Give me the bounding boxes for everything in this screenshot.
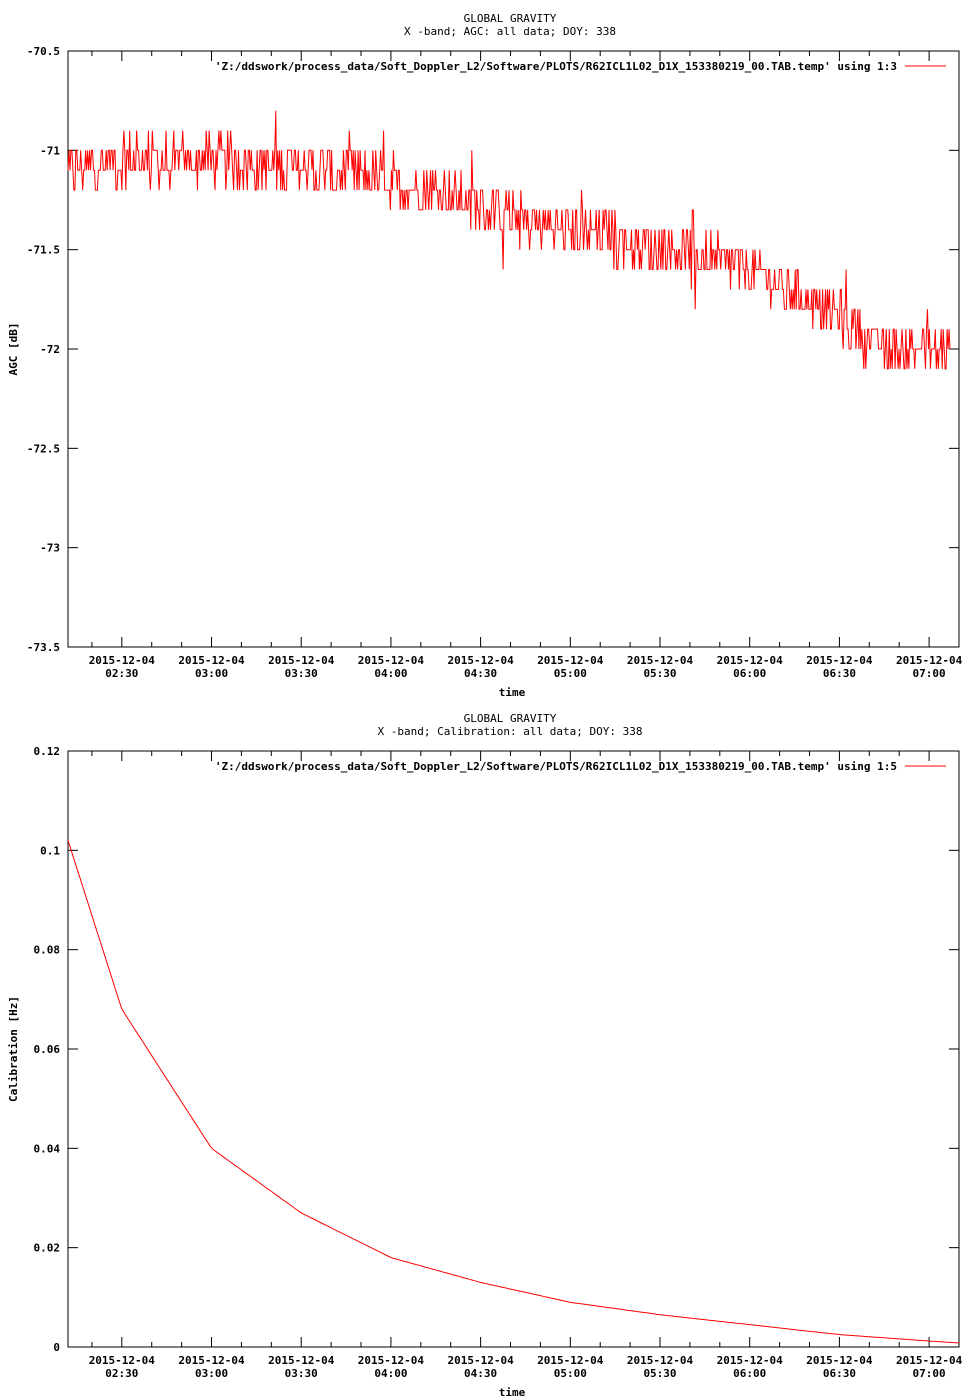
y-tick-label: 0.02 xyxy=(34,1242,61,1255)
x-tick-date: 2015-12-04 xyxy=(806,654,873,667)
y-tick-label: 0.06 xyxy=(34,1043,61,1056)
chart-subtitle: X -band; Calibration: all data; DOY: 338 xyxy=(378,725,643,738)
y-tick-label: 0.12 xyxy=(34,745,61,758)
x-tick-time: 03:30 xyxy=(285,1367,318,1380)
chart-title: GLOBAL GRAVITY xyxy=(464,712,557,725)
x-tick-time: 06:00 xyxy=(733,667,766,680)
x-axis-label: time xyxy=(499,1386,526,1399)
y-tick-label: -71.5 xyxy=(27,244,60,257)
legend-label: 'Z:/ddswork/process_data/Soft_Doppler_L2… xyxy=(215,60,897,73)
x-tick-date: 2015-12-04 xyxy=(358,1354,425,1367)
x-tick-time: 03:00 xyxy=(195,1367,228,1380)
y-tick-label: -71 xyxy=(40,144,60,157)
x-tick-date: 2015-12-04 xyxy=(447,1354,514,1367)
x-tick-time: 05:00 xyxy=(554,1367,587,1380)
x-tick-date: 2015-12-04 xyxy=(89,654,156,667)
x-tick-time: 05:00 xyxy=(554,667,587,680)
x-tick-time: 03:30 xyxy=(285,667,318,680)
x-tick-time: 02:30 xyxy=(105,1367,138,1380)
x-tick-time: 05:30 xyxy=(643,667,676,680)
x-tick-date: 2015-12-04 xyxy=(268,1354,335,1367)
y-tick-label: 0 xyxy=(53,1341,60,1354)
chart-title: GLOBAL GRAVITY xyxy=(464,12,557,25)
x-tick-date: 2015-12-04 xyxy=(178,654,245,667)
y-tick-label: -73 xyxy=(40,542,60,555)
y-tick-label: -72.5 xyxy=(27,442,60,455)
x-tick-time: 04:30 xyxy=(464,667,497,680)
x-tick-date: 2015-12-04 xyxy=(358,654,425,667)
y-tick-label: -70.5 xyxy=(27,45,60,58)
y-axis-label: AGC [dB] xyxy=(7,323,20,376)
x-tick-time: 02:30 xyxy=(105,667,138,680)
x-tick-time: 06:30 xyxy=(823,667,856,680)
y-tick-label: -72 xyxy=(40,343,60,356)
plot-frame xyxy=(67,750,960,1348)
x-axis-label: time xyxy=(499,686,526,699)
x-tick-date: 2015-12-04 xyxy=(178,1354,245,1367)
y-tick-label: 0.1 xyxy=(40,844,60,857)
plot-frame xyxy=(67,50,960,648)
x-tick-date: 2015-12-04 xyxy=(447,654,514,667)
x-tick-time: 07:00 xyxy=(913,667,946,680)
x-tick-time: 05:30 xyxy=(643,1367,676,1380)
x-tick-date: 2015-12-04 xyxy=(806,1354,873,1367)
x-tick-time: 04:30 xyxy=(464,1367,497,1380)
x-tick-date: 2015-12-04 xyxy=(627,1354,694,1367)
chart-subtitle: X -band; AGC: all data; DOY: 338 xyxy=(404,25,616,38)
x-tick-time: 06:30 xyxy=(823,1367,856,1380)
x-tick-date: 2015-12-04 xyxy=(537,1354,604,1367)
x-tick-date: 2015-12-04 xyxy=(896,654,963,667)
x-tick-date: 2015-12-04 xyxy=(896,1354,963,1367)
y-tick-label: 0.04 xyxy=(34,1142,61,1155)
series-line xyxy=(67,840,960,1344)
x-tick-date: 2015-12-04 xyxy=(89,1354,156,1367)
legend-label: 'Z:/ddswork/process_data/Soft_Doppler_L2… xyxy=(215,760,897,773)
x-tick-date: 2015-12-04 xyxy=(268,654,335,667)
x-tick-date: 2015-12-04 xyxy=(717,1354,784,1367)
x-tick-date: 2015-12-04 xyxy=(627,654,694,667)
series-line xyxy=(67,110,951,370)
x-tick-time: 07:00 xyxy=(913,1367,946,1380)
x-tick-date: 2015-12-04 xyxy=(717,654,784,667)
y-tick-label: 0.08 xyxy=(34,944,61,957)
x-tick-time: 04:00 xyxy=(374,667,407,680)
x-tick-date: 2015-12-04 xyxy=(537,654,604,667)
x-tick-time: 03:00 xyxy=(195,667,228,680)
y-tick-label: -73.5 xyxy=(27,641,60,654)
y-axis-label: Calibration [Hz] xyxy=(7,996,20,1102)
x-tick-time: 06:00 xyxy=(733,1367,766,1380)
x-tick-time: 04:00 xyxy=(374,1367,407,1380)
